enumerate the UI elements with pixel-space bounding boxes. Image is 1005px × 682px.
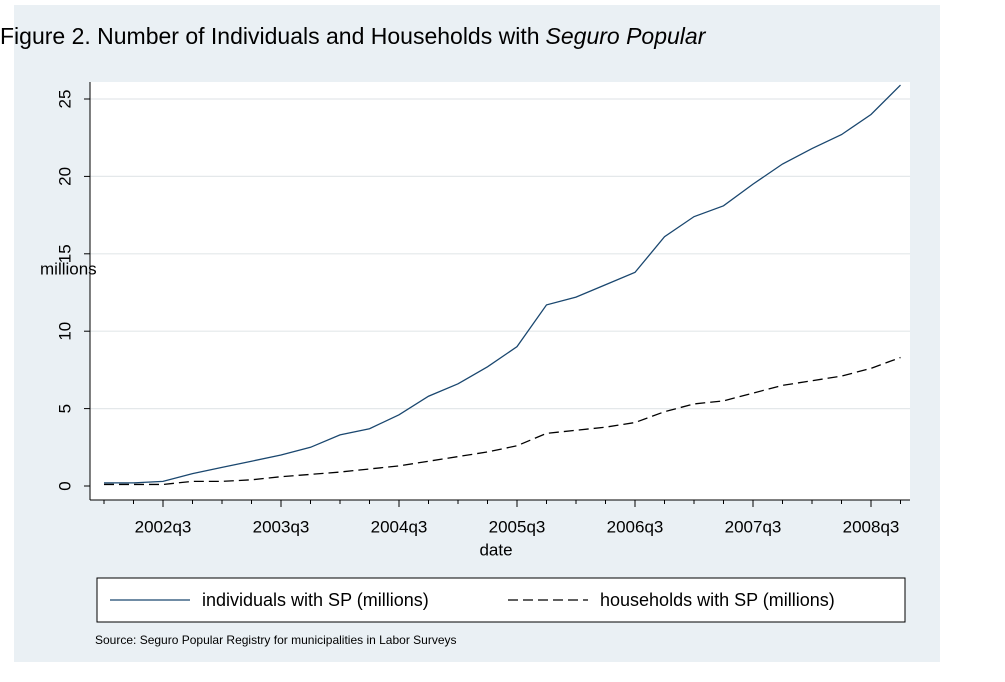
chart-title: Figure 2. Number of Individuals and Hous… <box>0 23 707 49</box>
legend <box>96 577 906 623</box>
legend-label: individuals with SP (millions) <box>202 590 429 610</box>
source-note: Source: Seguro Popular Registry for muni… <box>95 633 457 647</box>
y-tick-label: 0 <box>55 481 74 490</box>
x-tick-label: 2004q3 <box>371 517 428 536</box>
x-tick-label: 2005q3 <box>489 517 546 536</box>
x-tick-label: 2003q3 <box>253 517 310 536</box>
series-line <box>104 84 901 484</box>
x-tick-label: 2002q3 <box>135 517 192 536</box>
plot-area <box>90 82 910 500</box>
y-tick-label: 15 <box>55 244 74 263</box>
y-tick-label: 10 <box>55 322 74 341</box>
y-tick-label: 25 <box>55 90 74 109</box>
x-tick-label: 2008q3 <box>843 517 900 536</box>
title-emphasis: Seguro Popular <box>546 23 707 49</box>
y-tick-label: 5 <box>55 404 74 413</box>
y-axis-label: millions <box>40 259 97 278</box>
x-axis-label: date <box>479 540 512 559</box>
y-tick-label: 20 <box>55 167 74 186</box>
x-tick-label: 2007q3 <box>725 517 782 536</box>
title-main: Figure 2. Number of Individuals and Hous… <box>0 23 540 49</box>
x-tick-label: 2006q3 <box>607 517 664 536</box>
legend-label: households with SP (millions) <box>600 590 835 610</box>
